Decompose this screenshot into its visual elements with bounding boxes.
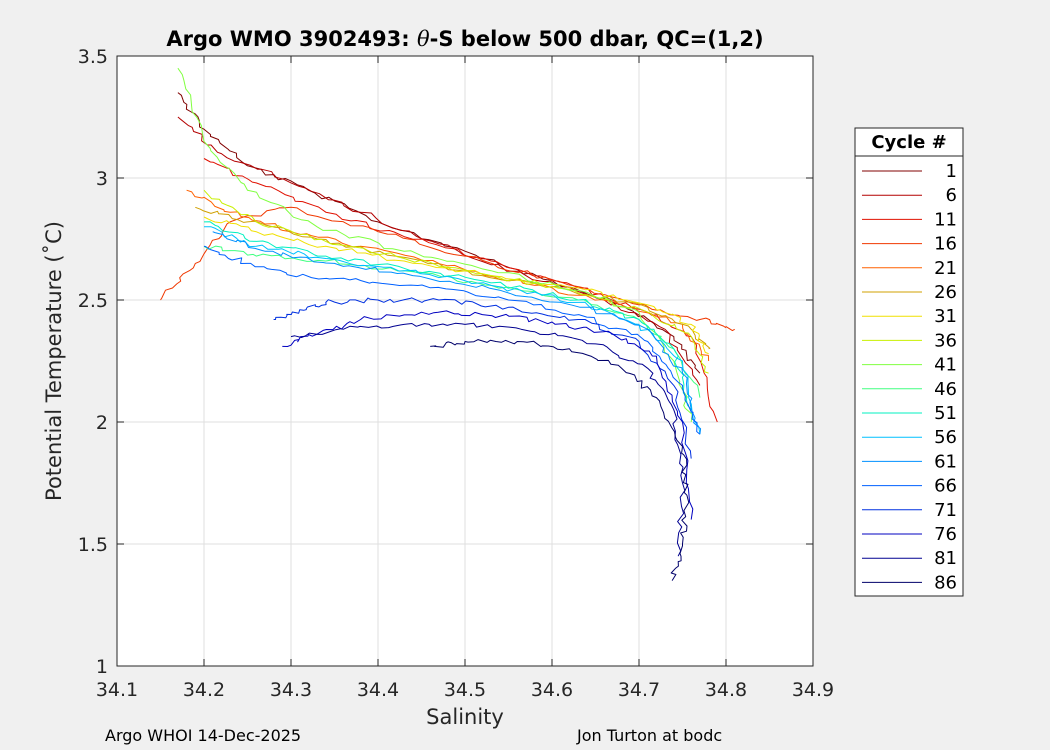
x-tick-label: 34.8 xyxy=(705,679,747,701)
series-line-cycle-11 xyxy=(203,158,718,423)
legend-label: 81 xyxy=(934,548,957,569)
legend-label: 76 xyxy=(934,524,957,545)
footer-right: Jon Turton at bodc xyxy=(576,726,722,745)
legend-label: 66 xyxy=(934,476,957,497)
legend-label: 36 xyxy=(934,330,957,351)
title-suffix: -S below 500 dbar, QC=(1,2) xyxy=(430,27,764,51)
series-line-cycle-66 xyxy=(203,245,701,435)
grid xyxy=(117,56,813,666)
legend-label: 11 xyxy=(934,209,957,230)
x-tick-label: 34.3 xyxy=(270,679,312,701)
legend-label: 71 xyxy=(934,500,957,521)
series-line-cycle-36 xyxy=(203,189,709,374)
legend-box xyxy=(854,127,964,597)
y-tick-label: 3 xyxy=(96,168,108,190)
x-tick-label: 34.4 xyxy=(357,679,399,701)
legend-title: Cycle # xyxy=(871,132,946,153)
series-line-cycle-71 xyxy=(273,297,692,459)
legend-label: 16 xyxy=(934,234,957,255)
chart-title: Argo WMO 3902493: θ-S below 500 dbar, QC… xyxy=(166,27,763,51)
legend-label: 6 xyxy=(946,185,957,206)
series-line-cycle-6 xyxy=(177,116,701,386)
x-axis-label: Salinity xyxy=(426,705,504,729)
legend-label: 61 xyxy=(934,451,957,472)
legend-label: 21 xyxy=(934,258,957,279)
legend-label: 26 xyxy=(934,282,957,303)
series-layer xyxy=(160,67,735,581)
series-line-cycle-21 xyxy=(186,189,710,362)
series-line-cycle-81 xyxy=(290,322,686,557)
series-line-cycle-61 xyxy=(212,231,702,435)
y-tick-labels: 1 1.5 2 2.5 3 3.5 xyxy=(78,46,108,678)
footer-left: Argo WHOI 14-Dec-2025 xyxy=(105,726,301,745)
title-theta: θ xyxy=(417,27,430,51)
legend-label: 56 xyxy=(934,427,957,448)
series-line-cycle-16 xyxy=(160,206,735,332)
series-line-cycle-56 xyxy=(204,226,701,435)
legend-label: 86 xyxy=(934,572,957,593)
legend-label: 1 xyxy=(946,161,957,182)
y-tick-label: 1 xyxy=(96,656,108,678)
x-tick-label: 34.2 xyxy=(183,679,225,701)
x-tick-label: 34.6 xyxy=(531,679,573,701)
x-tick-labels: 34.1 34.2 34.3 34.4 34.5 34.6 34.7 34.8 34.9 xyxy=(96,679,834,701)
series-line-cycle-86 xyxy=(430,339,690,581)
y-axis-label: Potential Temperature (˚C) xyxy=(42,221,66,501)
x-tick-label: 34.9 xyxy=(792,679,834,701)
series-line-cycle-26 xyxy=(195,206,711,350)
series-line-cycle-51 xyxy=(203,221,692,411)
x-tick-label: 34.7 xyxy=(618,679,660,701)
y-tick-label: 3.5 xyxy=(78,46,108,68)
y-tick-label: 1.5 xyxy=(78,534,108,556)
legend: Cycle # 16111621263136414651566166717681… xyxy=(854,127,964,597)
y-tick-label: 2.5 xyxy=(78,290,108,312)
legend-label: 51 xyxy=(934,403,957,424)
title-prefix: Argo WMO 3902493: xyxy=(166,27,417,51)
x-tick-label: 34.1 xyxy=(96,679,138,701)
legend-label: 41 xyxy=(934,355,957,376)
tick-marks xyxy=(116,55,814,667)
y-tick-label: 2 xyxy=(96,412,108,434)
x-tick-label: 34.5 xyxy=(444,679,486,701)
legend-label: 46 xyxy=(934,379,957,400)
legend-label: 31 xyxy=(934,306,957,327)
